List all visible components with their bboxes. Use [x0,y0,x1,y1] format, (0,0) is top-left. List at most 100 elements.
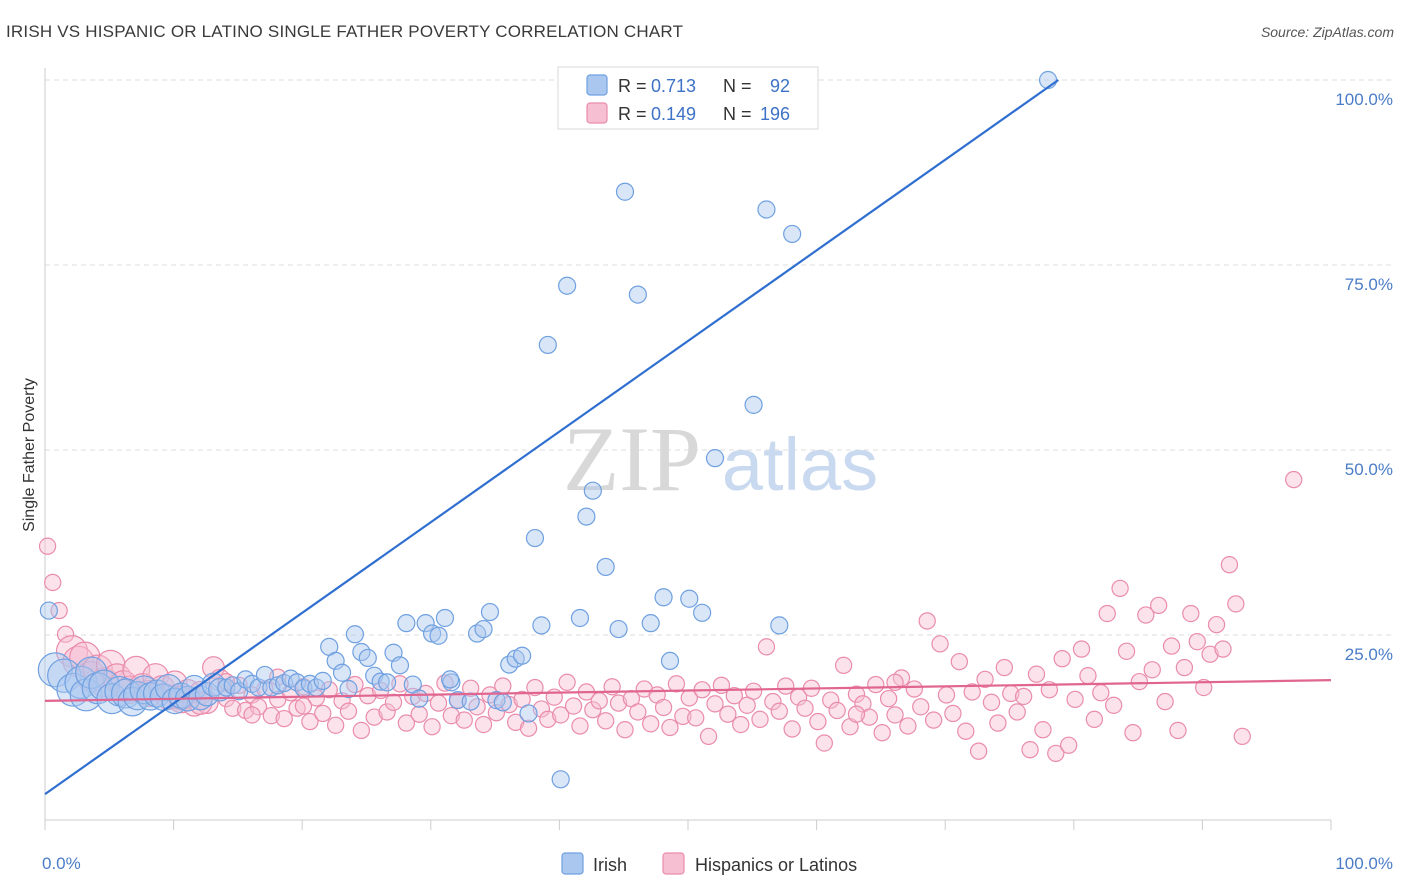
hispanic-point [796,699,814,717]
irish-point [532,616,551,635]
hispanic-point [828,701,846,720]
irish-point [693,603,712,622]
legend-irish-swatch [586,74,608,96]
legend-n-value-2: 196 [760,104,790,124]
stats-legend: R = 0.713 N = 92 R = 0.149 N = 196 [557,66,819,130]
hispanic-point [352,721,371,740]
hispanic-point [950,652,969,671]
hispanic-point [1104,696,1123,714]
hispanic-point [661,718,679,737]
irish-point [377,673,397,692]
hispanic-point [474,715,493,734]
irish-point [538,335,557,355]
irish-point [783,224,802,244]
legend-n-value-1: 92 [770,76,790,96]
x-tick-label: 0.0% [42,854,81,873]
hispanic-point [629,703,647,721]
hispanic-point [50,601,68,620]
irish-point [75,656,108,690]
hispanic-point [1214,640,1232,658]
hispanic-point [1124,724,1142,742]
hispanic-point [461,679,480,697]
y-tick-label: 25.0% [1345,645,1393,664]
hispanic-point [879,689,898,708]
irish-point [474,619,493,639]
watermark-atlas: atlas [722,423,878,506]
hispanic-point [288,699,306,717]
hispanic-point [571,717,589,735]
hispanic-point [777,677,795,695]
hispanic-point [1034,721,1052,739]
irish-point [577,507,596,526]
hispanic-point [770,702,788,720]
hispanic-point [224,699,242,717]
hispanic-point [764,692,782,711]
legend-r-label-2: R = [618,104,647,124]
y-axis-label: Single Father Poverty [21,378,38,532]
hispanic-point [378,703,396,721]
hispanic-point [1014,687,1033,706]
irish-point [416,614,435,633]
hispanic-point [738,696,756,714]
hispanic-point [455,711,473,729]
hispanic-point [590,692,608,710]
irish-point [435,608,455,628]
hispanic-point [1117,642,1136,660]
hispanic-point [38,537,57,555]
hispanic-point [989,714,1007,732]
irish-point [583,481,602,500]
bottom-legend-hispanic-label: Hispanics or Latinos [695,855,857,875]
hispanic-point [1059,736,1078,754]
hispanic-point [1111,579,1129,598]
hispanic-point [558,673,576,692]
hispanic-point [744,682,763,700]
legend-hispanic-swatch [586,102,608,124]
irish-point [744,395,763,414]
irish-point [410,689,429,708]
irish-point [570,608,590,628]
hispanic-point [822,691,840,709]
irish-point [551,770,570,789]
hispanic-point [905,680,924,698]
legend-r-value-1: 0.713 [651,76,696,96]
irish-point [609,619,628,639]
legend-r-label-1: R = [618,76,647,96]
hispanic-point [1285,470,1303,489]
hispanic-point [912,698,930,716]
hispanic-point [1150,596,1168,615]
hispanic-point [44,573,62,592]
chart-source: Source: ZipAtlas.com [1260,24,1394,40]
hispanic-point [339,702,358,720]
hispanic-point [847,705,866,723]
hispanic-point [931,635,949,653]
irish-point [558,276,577,295]
hispanic-point [1201,645,1219,663]
hispanic-point [667,675,686,693]
hispanic-point [937,686,956,704]
hispanic-point [365,708,383,726]
bottom-legend: Irish Hispanics or Latinos [561,852,857,875]
hispanic-point [1175,658,1194,677]
hispanic-point [654,698,673,717]
hispanic-point [751,710,769,729]
hispanic-point [526,678,544,697]
irish-point [628,285,647,304]
irish-point [654,588,673,607]
hispanic-point [410,705,428,723]
bottom-legend-hispanic-swatch [662,852,685,875]
hispanic-point [1027,665,1046,683]
hispanic-point [699,727,718,746]
hispanic-point [616,721,634,739]
hispanic-point [384,693,403,712]
hispanic-point [815,734,833,752]
hispanic-point [429,694,448,712]
hispanic-point [391,675,409,693]
hispanic-point [1137,606,1155,624]
watermark: ZIP atlas [563,408,878,510]
hispanic-point [56,625,75,643]
hispanic-point [886,706,904,724]
tick-labels: 25.0% 50.0% 75.0% 100.0% 0.0% 100.0% [42,90,1393,873]
hispanic-point [976,670,994,689]
hispanic-point [963,683,981,701]
irish-point [493,693,512,712]
